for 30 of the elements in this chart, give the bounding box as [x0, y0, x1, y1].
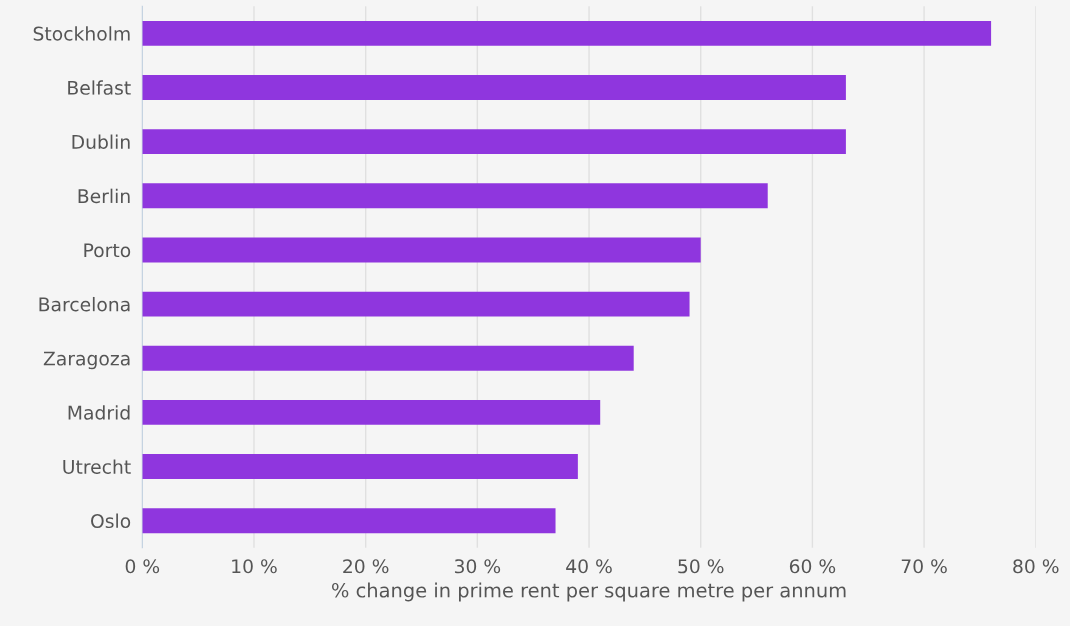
bar: [142, 183, 768, 209]
y-tick-label: Berlin: [78, 188, 130, 204]
bar: [142, 20, 992, 46]
bar: [142, 454, 578, 479]
bar: [142, 75, 846, 100]
x-tick-label: 30 %: [454, 559, 501, 574]
x-tick-label: 70 %: [901, 559, 947, 574]
x-tick-label: 40 %: [566, 559, 612, 574]
y-tick-label: Madrid: [68, 405, 130, 420]
bar: [142, 345, 634, 371]
bar: [142, 129, 846, 155]
y-tick-label: Dublin: [72, 134, 130, 150]
x-axis-title: % change in prime rent per square metre per annum: [332, 582, 846, 602]
bar: [142, 237, 701, 263]
x-tick-label: 60 %: [789, 559, 836, 574]
x-tick-label: 80 %: [1013, 559, 1059, 574]
y-tick-label: Stockholm: [33, 26, 130, 41]
y-tick-label: Barcelona: [39, 296, 130, 312]
y-tick-label: Porto: [84, 243, 131, 258]
x-tick-label: 10 %: [232, 559, 277, 574]
x-tick-label: 0 %: [125, 559, 160, 574]
bar: [142, 291, 690, 317]
y-tick-label: Utrecht: [63, 459, 131, 474]
y-tick-label: Oslo: [91, 513, 131, 529]
bar: [142, 399, 601, 425]
x-tick-label: 20 %: [343, 559, 389, 574]
y-tick-label: Belfast: [68, 80, 131, 95]
y-tick-label: Zaragoza: [43, 351, 130, 370]
bar: [142, 508, 556, 534]
x-tick-label: 50 %: [678, 559, 724, 574]
